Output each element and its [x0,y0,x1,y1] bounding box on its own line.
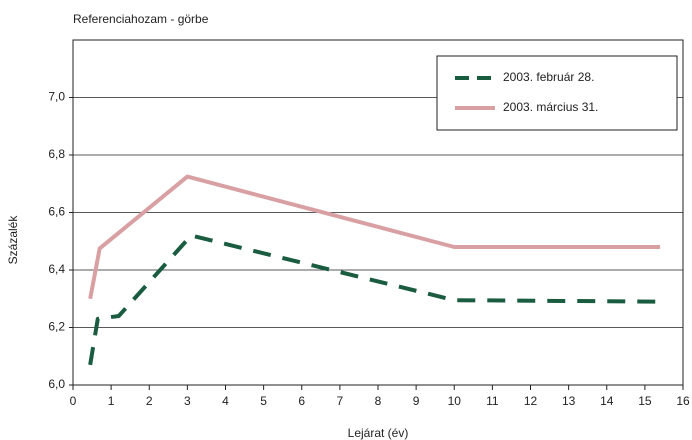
x-tick-label: 14 [600,394,614,408]
y-tick-label: 6,2 [48,320,65,334]
y-tick-label: 6,8 [48,147,65,161]
x-tick-label: 8 [375,394,382,408]
x-tick-label: 2 [146,394,153,408]
x-tick-label: 1 [108,394,115,408]
x-tick-label: 16 [676,394,690,408]
legend-box [436,55,678,131]
legend-label: 2003. március 31. [503,100,598,114]
x-tick-label: 6 [298,394,305,408]
y-tick-label: 6,4 [48,262,65,276]
x-tick-label: 0 [70,394,77,408]
y-tick-label: 6,6 [48,205,65,219]
legend-label: 2003. február 28. [503,70,594,84]
x-tick-label: 9 [413,394,420,408]
x-tick-label: 15 [638,394,652,408]
x-tick-label: 12 [524,394,538,408]
chart-title: Referenciahozam - görbe [73,12,209,26]
series-line [88,174,661,300]
y-tick-label: 6,0 [48,377,65,391]
x-tick-label: 7 [337,394,344,408]
x-axis-label: Lejárat (év) [348,426,409,440]
y-axis-label: Százalék [6,215,20,265]
series-line [88,233,661,366]
x-tick-label: 4 [222,394,229,408]
x-tick-label: 11 [486,394,499,408]
x-tick-label: 3 [184,394,191,408]
x-tick-label: 13 [562,394,576,408]
y-tick-label: 7,0 [48,90,65,104]
x-tick-label: 5 [260,394,267,408]
x-tick-label: 10 [448,394,462,408]
